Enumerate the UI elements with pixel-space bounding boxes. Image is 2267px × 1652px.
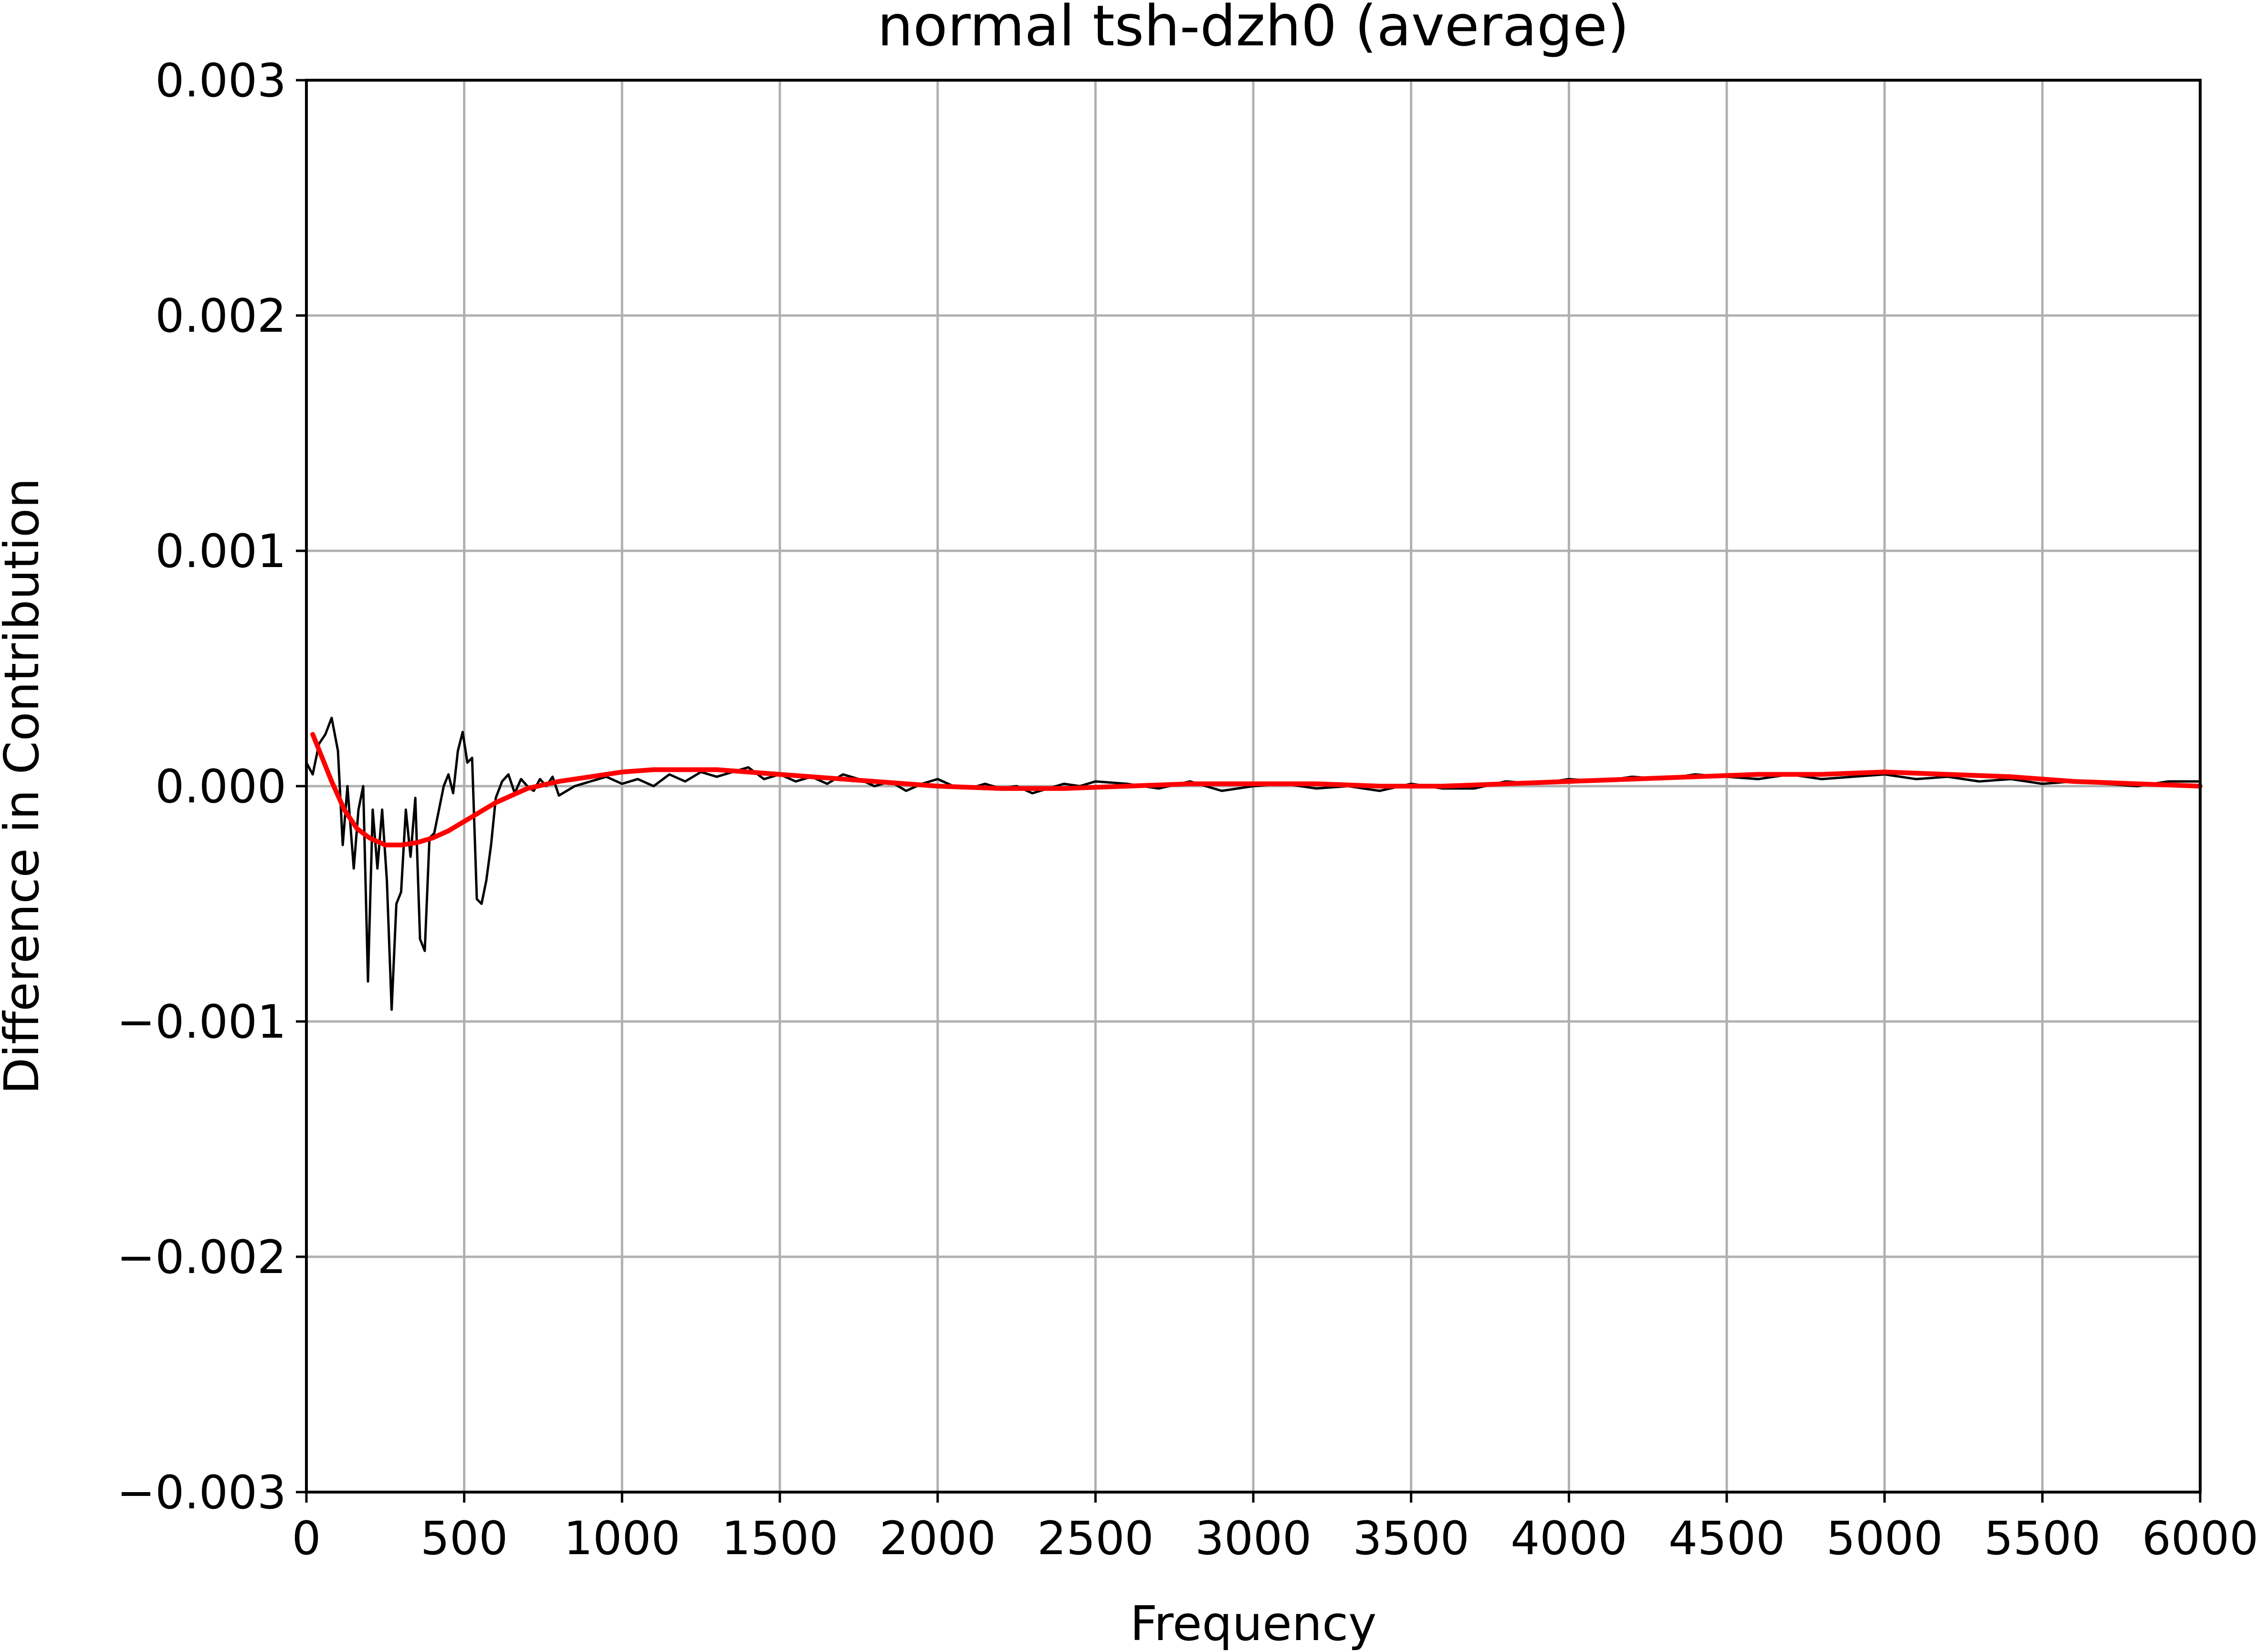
- x-tick-label: 0: [292, 1512, 321, 1565]
- x-tick-label: 1500: [722, 1512, 838, 1565]
- x-tick-label: 5500: [1984, 1512, 2100, 1565]
- y-tick-label: −0.003: [117, 1466, 286, 1519]
- x-tick-label: 3000: [1195, 1512, 1312, 1565]
- x-tick-label: 500: [420, 1512, 508, 1565]
- fit-curve-line: [310, 732, 2203, 848]
- series-layer: [305, 716, 2203, 1011]
- y-tick-label: 0.000: [155, 760, 286, 813]
- x-tick-label: 5000: [1826, 1512, 1943, 1565]
- y-tick-label: −0.001: [117, 995, 286, 1049]
- x-tick-label: 2500: [1037, 1512, 1154, 1565]
- chart-title: normal tsh-dzh0 (average): [877, 0, 1629, 59]
- y-tick-label: −0.002: [117, 1231, 286, 1284]
- y-axis-label: Difference in Contribution: [0, 478, 50, 1094]
- x-tick-label: 2000: [880, 1512, 996, 1565]
- axis-ticks: 0 500 1000 1500 2000 2500 3000 3500 4000 4500 5000…: [117, 54, 2258, 1565]
- y-tick-label: 0.003: [155, 54, 286, 107]
- y-tick-label: 0.002: [155, 289, 286, 343]
- x-tick-label: 3500: [1353, 1512, 1469, 1565]
- x-tick-label: 6000: [2142, 1512, 2258, 1565]
- y-tick-label: 0.001: [155, 525, 286, 578]
- x-tick-label: 4000: [1511, 1512, 1627, 1565]
- x-axis-label: Frequency: [1130, 1596, 1377, 1652]
- x-tick-label: 4500: [1669, 1512, 1785, 1565]
- x-tick-label: 1000: [564, 1512, 680, 1565]
